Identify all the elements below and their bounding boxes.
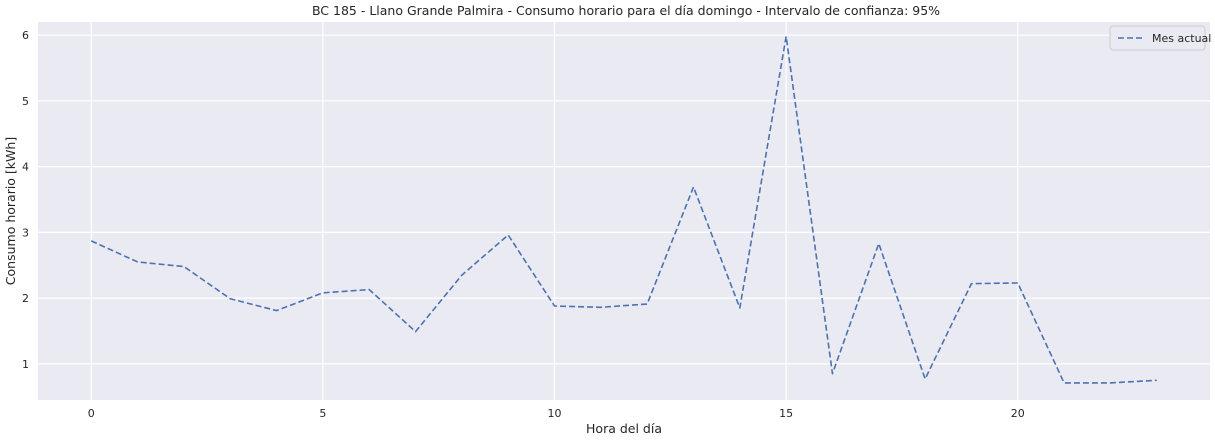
x-tick-label: 5 — [319, 407, 326, 420]
chart-title: BC 185 - Llano Grande Palmira - Consumo … — [312, 3, 940, 18]
data-point — [135, 259, 140, 264]
data-point — [367, 287, 372, 292]
y-tick-label: 5 — [22, 95, 29, 108]
series-layer — [89, 34, 1159, 385]
data-point — [552, 303, 557, 308]
data-point — [1062, 380, 1067, 385]
data-point — [876, 241, 881, 246]
legend: Mes actual — [1109, 25, 1211, 51]
data-point — [737, 305, 742, 310]
data-point — [320, 290, 325, 295]
y-tick-label: 1 — [22, 358, 29, 371]
legend-label-mes-actual: Mes actual — [1152, 32, 1211, 45]
x-tick-label: 15 — [779, 407, 793, 420]
data-point — [413, 329, 418, 334]
data-point — [274, 308, 279, 313]
plot-area — [38, 22, 1210, 400]
x-axis-label: Hora del día — [586, 421, 662, 436]
data-point — [691, 185, 696, 190]
y-tick-label: 6 — [22, 29, 29, 42]
data-point — [830, 371, 835, 376]
data-point — [89, 238, 94, 243]
data-point — [923, 376, 928, 381]
x-tick-label: 20 — [1011, 407, 1025, 420]
x-tick-label: 10 — [548, 407, 562, 420]
y-tick-label: 3 — [22, 226, 29, 239]
data-point — [645, 302, 650, 307]
data-point — [1154, 378, 1159, 383]
y-axis-label: Consumo horario [kWh] — [3, 137, 18, 285]
data-point — [228, 296, 233, 301]
y-tick-label: 4 — [22, 161, 29, 174]
grid — [38, 22, 1210, 400]
y-tick-label: 2 — [22, 292, 29, 305]
data-point — [506, 232, 511, 237]
x-tick-labels: 0 5 10 15 20 — [88, 407, 1025, 420]
data-point — [459, 273, 464, 278]
data-point — [598, 305, 603, 310]
data-point — [784, 34, 789, 39]
data-point — [1108, 380, 1113, 385]
data-point — [181, 264, 186, 269]
data-point — [969, 281, 974, 286]
data-point — [1015, 280, 1020, 285]
legend-box — [1109, 25, 1206, 51]
series-line-mes-actual — [90, 35, 1157, 384]
y-tick-labels: 1 2 3 4 5 6 — [22, 29, 29, 371]
x-tick-label: 0 — [88, 407, 95, 420]
